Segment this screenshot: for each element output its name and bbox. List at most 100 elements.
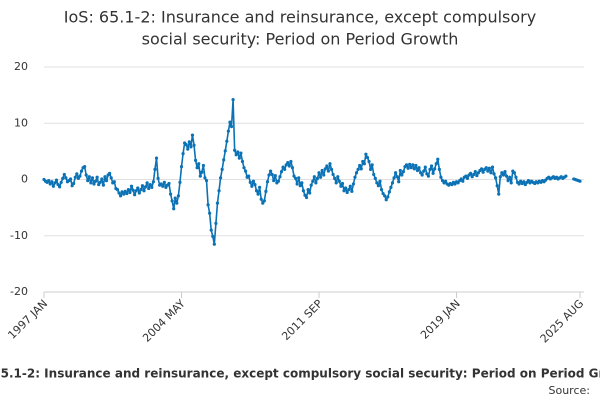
data-point xyxy=(140,184,145,188)
data-point xyxy=(95,175,99,179)
data-point xyxy=(308,191,312,195)
data-point xyxy=(270,172,274,177)
data-point xyxy=(150,185,154,189)
data-point xyxy=(89,181,93,185)
data-point xyxy=(51,184,55,188)
data-point xyxy=(459,177,463,181)
data-point xyxy=(506,179,510,183)
data-point xyxy=(351,182,356,186)
data-point xyxy=(267,173,271,177)
data-point xyxy=(68,177,73,181)
data-point xyxy=(489,171,493,175)
data-point xyxy=(487,166,491,170)
data-point xyxy=(215,201,220,205)
data-point xyxy=(404,163,409,167)
data-point xyxy=(364,152,368,156)
data-point xyxy=(412,167,416,171)
data-point xyxy=(115,188,120,192)
data-point xyxy=(578,179,582,183)
data-point xyxy=(187,140,191,144)
data-point xyxy=(189,145,193,149)
data-point xyxy=(334,181,338,185)
data-point xyxy=(198,174,202,178)
data-point xyxy=(384,198,388,202)
data-point xyxy=(356,167,360,171)
data-point xyxy=(406,166,410,170)
data-point xyxy=(279,170,284,174)
data-point xyxy=(409,166,413,170)
data-point xyxy=(290,166,295,170)
data-point xyxy=(398,168,402,173)
data-point xyxy=(309,183,313,187)
data-point xyxy=(486,169,490,173)
data-point xyxy=(367,159,371,164)
data-point xyxy=(268,169,273,173)
data-point xyxy=(289,159,293,164)
data-point xyxy=(497,192,501,196)
data-point xyxy=(433,167,437,171)
data-point xyxy=(103,175,107,179)
data-point xyxy=(329,167,334,171)
data-point xyxy=(295,182,299,186)
data-point xyxy=(120,190,124,194)
data-point xyxy=(453,182,457,186)
data-point xyxy=(320,168,324,173)
data-point xyxy=(176,194,180,198)
data-point xyxy=(465,176,470,180)
data-point xyxy=(117,191,121,195)
data-point xyxy=(401,170,406,174)
data-point xyxy=(292,174,296,178)
data-point xyxy=(428,167,432,171)
data-point xyxy=(358,163,362,168)
footer-title: IoS: 65.1-2: Insurance and reinsurance, … xyxy=(0,367,600,381)
data-point xyxy=(444,179,448,183)
data-point xyxy=(79,169,84,173)
data-point xyxy=(414,163,418,168)
data-point xyxy=(262,199,266,203)
data-point xyxy=(420,173,424,177)
data-point xyxy=(350,189,354,193)
data-point xyxy=(523,182,527,187)
x-tick-label: 2025 AUG xyxy=(538,297,587,346)
data-point xyxy=(203,176,207,180)
data-point xyxy=(498,175,502,179)
data-point xyxy=(170,199,174,203)
data-point xyxy=(217,189,221,193)
data-point xyxy=(58,185,62,189)
data-point xyxy=(422,169,426,173)
data-point xyxy=(136,186,140,190)
data-point xyxy=(281,165,285,169)
data-point xyxy=(87,175,91,179)
data-point xyxy=(492,172,496,176)
data-point xyxy=(214,221,218,225)
y-tick-label: -10 xyxy=(10,229,28,242)
data-point xyxy=(278,175,282,179)
data-point xyxy=(312,175,316,179)
data-point xyxy=(222,158,226,162)
data-point xyxy=(90,176,95,180)
data-point xyxy=(339,184,343,188)
x-tick-label: 2011 SEP xyxy=(279,297,325,343)
data-point xyxy=(512,171,516,175)
y-tick-label: 20 xyxy=(14,60,28,73)
data-point xyxy=(148,182,152,187)
data-point xyxy=(490,165,495,169)
data-point xyxy=(495,184,499,188)
data-point xyxy=(425,172,429,176)
data-point xyxy=(248,180,252,184)
data-point xyxy=(101,183,105,187)
data-point xyxy=(242,166,246,170)
data-point xyxy=(311,179,315,183)
data-point xyxy=(336,175,340,179)
data-point xyxy=(369,167,373,171)
data-point xyxy=(265,180,270,184)
data-point xyxy=(484,166,488,170)
y-tick-label: 10 xyxy=(14,116,28,129)
data-point xyxy=(434,162,438,166)
data-point xyxy=(408,162,412,166)
data-point xyxy=(253,182,257,187)
data-point xyxy=(504,174,509,178)
data-point xyxy=(436,157,440,161)
data-point xyxy=(440,179,445,183)
